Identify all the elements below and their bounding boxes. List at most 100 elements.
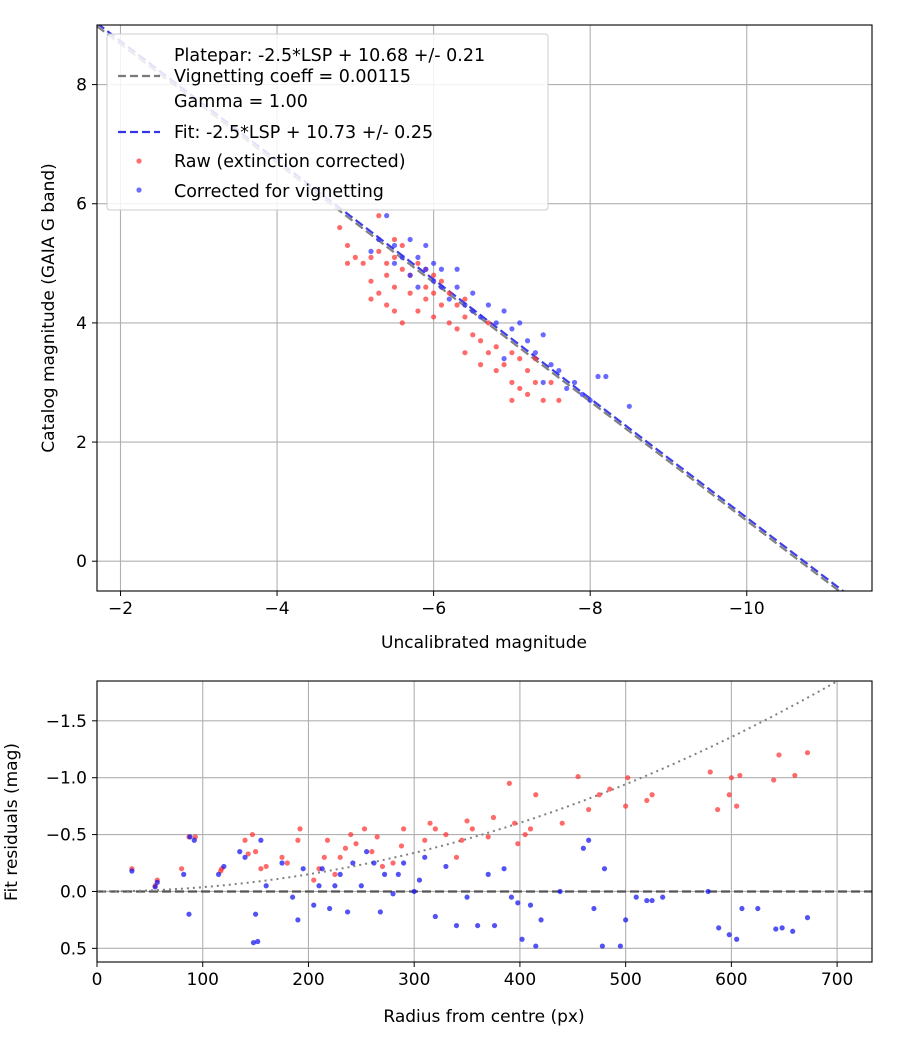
corrected-point (527, 902, 534, 908)
raw-point (337, 854, 343, 860)
corrected-point (580, 845, 586, 851)
corrected-point (587, 397, 593, 403)
corrected-point (327, 905, 333, 912)
corrected-point (181, 871, 187, 878)
raw-point (252, 849, 259, 855)
x-tick-label: 200 (292, 970, 324, 990)
raw-point (321, 854, 327, 860)
legend: Platepar: -2.5*LSP + 10.68 +/- 0.21 Vign… (106, 33, 549, 211)
raw-point (344, 260, 351, 266)
raw-point (369, 849, 375, 855)
raw-point (438, 302, 445, 308)
raw-point (453, 854, 460, 860)
corrected-point (485, 302, 492, 308)
top-x-axis-label: Uncalibrated magnitude (381, 633, 587, 653)
legend-entry-gamma: Gamma = 1.00 (174, 92, 308, 112)
corrected-point (423, 266, 429, 272)
corrected-point (454, 266, 460, 272)
corrected-point (129, 868, 135, 874)
corrected-point (415, 284, 421, 290)
raw-point (512, 820, 518, 826)
raw-point (407, 290, 413, 296)
corrected-point (501, 356, 507, 362)
corrected-point (443, 863, 449, 870)
y-tick-label: 0.5 (60, 939, 87, 959)
corrected-point (564, 385, 570, 392)
raw-point (376, 213, 382, 219)
corrected-point (377, 909, 383, 915)
bottom-axes-frame (96, 680, 873, 963)
corrected-point (371, 860, 377, 866)
corrected-point (395, 871, 401, 878)
corrected-point (599, 943, 605, 949)
corrected-point (438, 266, 445, 272)
corrected-point (391, 242, 398, 249)
x-tick-label: −6 (421, 599, 446, 619)
corrected-point (438, 284, 445, 290)
corrected-point (416, 877, 423, 883)
y-tick-label: 6 (76, 195, 87, 215)
corrected-point (493, 320, 499, 326)
raw-point (462, 314, 468, 320)
corrected-point (311, 902, 317, 908)
corrected-point (279, 860, 285, 866)
raw-point (462, 350, 468, 356)
y-tick-label: 4 (76, 314, 87, 334)
raw-point (485, 350, 492, 356)
raw-point (509, 379, 515, 386)
corrected-point (508, 894, 515, 900)
x-tick-label: 100 (187, 970, 219, 990)
legend-entry-corrected: Corrected for vignetting (174, 182, 384, 202)
raw-point (353, 841, 359, 847)
corrected-point (152, 884, 158, 890)
corrected-point (790, 928, 796, 934)
raw-point (556, 397, 562, 403)
raw-point (295, 837, 301, 843)
corrected-point (644, 897, 650, 904)
raw-point (249, 831, 256, 838)
raw-point (792, 772, 798, 779)
corrected-point (407, 236, 413, 243)
raw-point (379, 863, 386, 870)
corrected-point (295, 917, 301, 923)
raw-point (384, 272, 390, 278)
corrected-point (337, 871, 343, 878)
corrected-point (779, 925, 785, 931)
corrected-point (258, 837, 264, 843)
corrected-point (734, 936, 740, 942)
raw-point (398, 843, 405, 849)
corrected-point (332, 883, 338, 889)
corrected-point (215, 871, 222, 878)
raw-point (399, 320, 405, 326)
legend-red-dot-icon (136, 158, 142, 164)
corrected-point (579, 391, 585, 397)
corrected-point (524, 338, 531, 344)
raw-point (533, 792, 539, 798)
raw-point (728, 775, 734, 781)
corrected-point (633, 894, 639, 900)
raw-point (540, 397, 546, 403)
raw-point (532, 356, 538, 362)
raw-point (391, 308, 398, 314)
y-tick-label: −1.5 (46, 712, 87, 732)
raw-point (509, 350, 515, 356)
corrected-point (316, 883, 322, 889)
raw-point (715, 806, 721, 813)
legend-box (106, 33, 549, 211)
corrected-point (501, 308, 507, 314)
raw-point (493, 344, 499, 350)
raw-point (532, 379, 538, 386)
raw-point (737, 772, 743, 779)
corrected-point (237, 849, 243, 855)
raw-point (470, 332, 476, 338)
raw-point (376, 290, 382, 296)
corrected-point (411, 888, 417, 895)
raw-point (376, 248, 382, 254)
x-tick-label: 700 (821, 970, 853, 990)
raw-point (337, 224, 343, 231)
corrected-point (391, 260, 398, 266)
raw-point (623, 803, 629, 809)
raw-point (575, 773, 581, 780)
x-tick-label: 0 (92, 970, 103, 990)
